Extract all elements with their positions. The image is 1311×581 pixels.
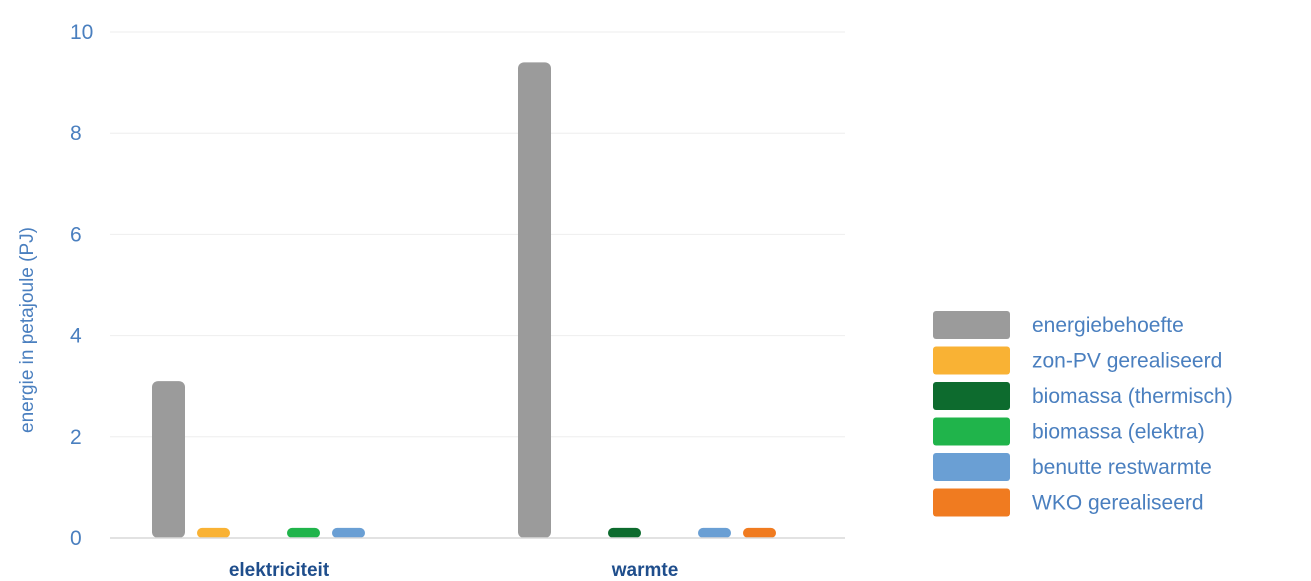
legend-swatch	[933, 382, 1010, 410]
y-tick-label: 8	[70, 122, 82, 145]
bar-warmte-4	[698, 527, 731, 538]
x-category-label: elektriciteit	[229, 560, 330, 581]
legend-label: benutte restwarmte	[1032, 456, 1212, 479]
gridlines	[110, 31, 845, 438]
y-axis-ticks: 0 2 4 6 8 10	[70, 21, 93, 550]
legend-label: zon-PV gerealiseerd	[1032, 350, 1222, 373]
legend: energiebehoefte zon-PV gerealiseerd biomas…	[933, 311, 1233, 517]
y-tick-label: 0	[70, 527, 82, 550]
bar-elektriciteit-4	[332, 527, 365, 538]
bar-elektriciteit-1	[197, 527, 230, 538]
y-tick-label: 6	[70, 223, 82, 246]
y-tick-label: 4	[70, 325, 82, 348]
bar-elektriciteit-0	[152, 381, 185, 538]
y-tick-label: 2	[70, 426, 82, 449]
bar-warmte-5	[743, 527, 776, 538]
legend-label: energiebehoefte	[1032, 314, 1184, 337]
y-tick-label: 10	[70, 21, 93, 44]
bar-warmte-0	[518, 62, 551, 539]
bar-warmte-2	[608, 527, 641, 538]
bar-elektriciteit-3	[287, 527, 320, 538]
legend-swatch	[933, 488, 1010, 517]
legend-label: biomassa (elektra)	[1032, 421, 1205, 444]
y-axis-label: energie in petajoule (PJ)	[17, 227, 38, 433]
x-axis-categories: elektriciteit warmte	[229, 560, 678, 581]
legend-swatch	[933, 417, 1010, 446]
legend-label: biomassa (thermisch)	[1032, 385, 1233, 408]
x-category-label: warmte	[611, 560, 679, 581]
legend-swatch	[933, 311, 1010, 339]
bars	[152, 62, 776, 539]
legend-label: WKO gerealiseerd	[1032, 492, 1204, 515]
legend-swatch	[933, 453, 1010, 481]
legend-swatch	[933, 346, 1010, 375]
